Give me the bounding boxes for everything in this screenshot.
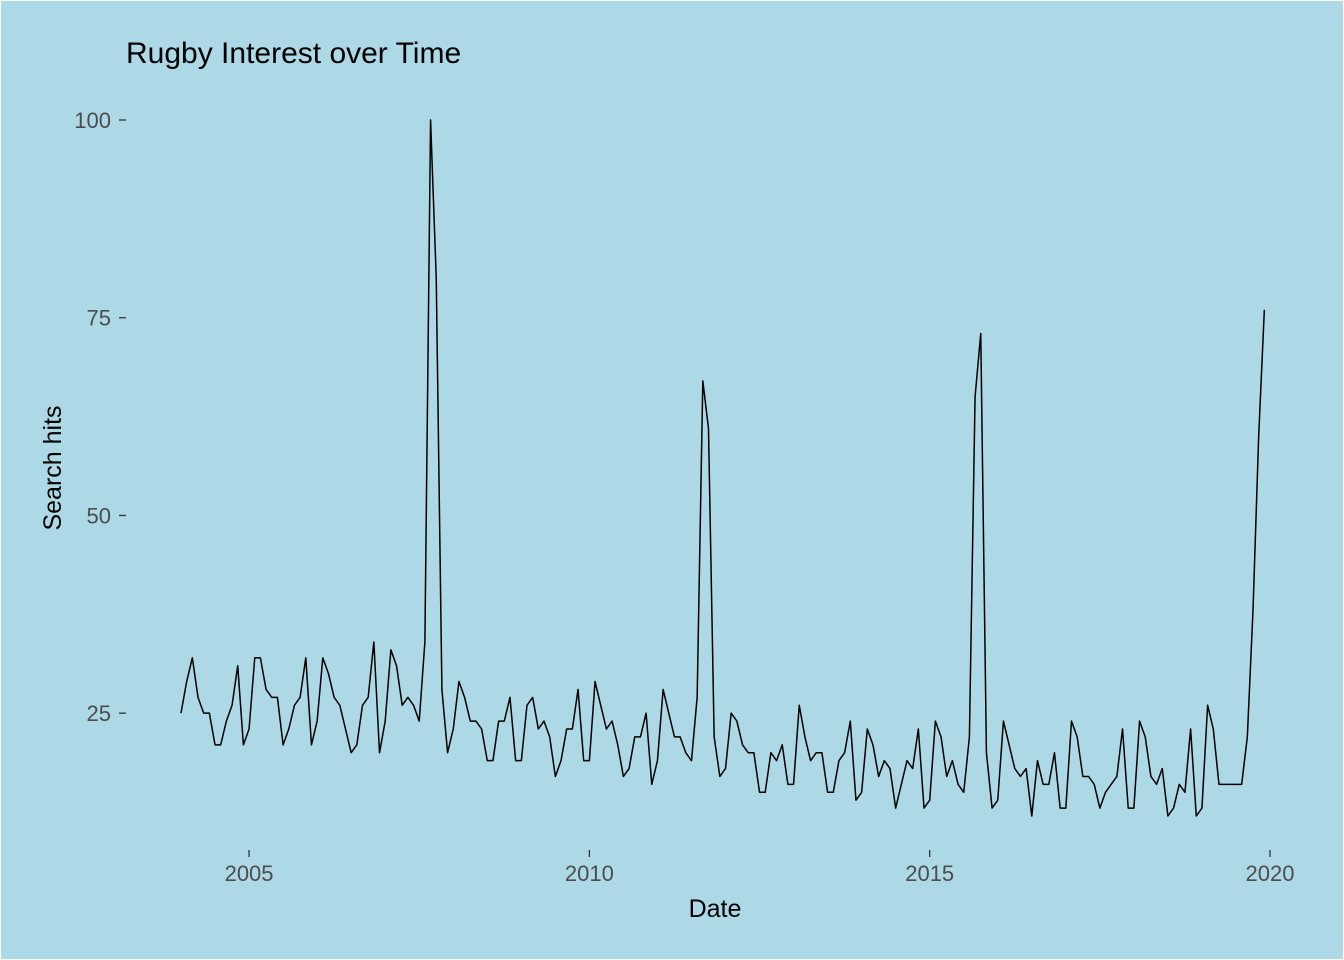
x-tick-label: 2010 xyxy=(565,861,614,886)
x-tick-label: 2005 xyxy=(225,861,274,886)
series-line-search-hits xyxy=(180,119,1266,817)
x-axis: 2005 2010 2015 2020 xyxy=(225,850,1295,886)
y-tick-label: 25 xyxy=(87,701,111,726)
x-axis-label: Date xyxy=(689,895,742,923)
x-tick-label: 2015 xyxy=(905,861,954,886)
y-axis-label: Search hits xyxy=(39,405,67,530)
y-tick-label: 50 xyxy=(87,503,111,528)
y-tick-label: 100 xyxy=(74,108,111,133)
x-tick-label: 2020 xyxy=(1246,861,1295,886)
chart-title: Rugby Interest over Time xyxy=(126,37,461,70)
y-axis: 25 50 75 100 xyxy=(74,108,126,726)
y-tick-label: 75 xyxy=(87,306,111,331)
